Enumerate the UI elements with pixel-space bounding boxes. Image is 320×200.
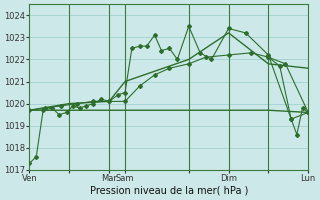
X-axis label: Pression niveau de la mer( hPa ): Pression niveau de la mer( hPa ) [90,186,248,196]
